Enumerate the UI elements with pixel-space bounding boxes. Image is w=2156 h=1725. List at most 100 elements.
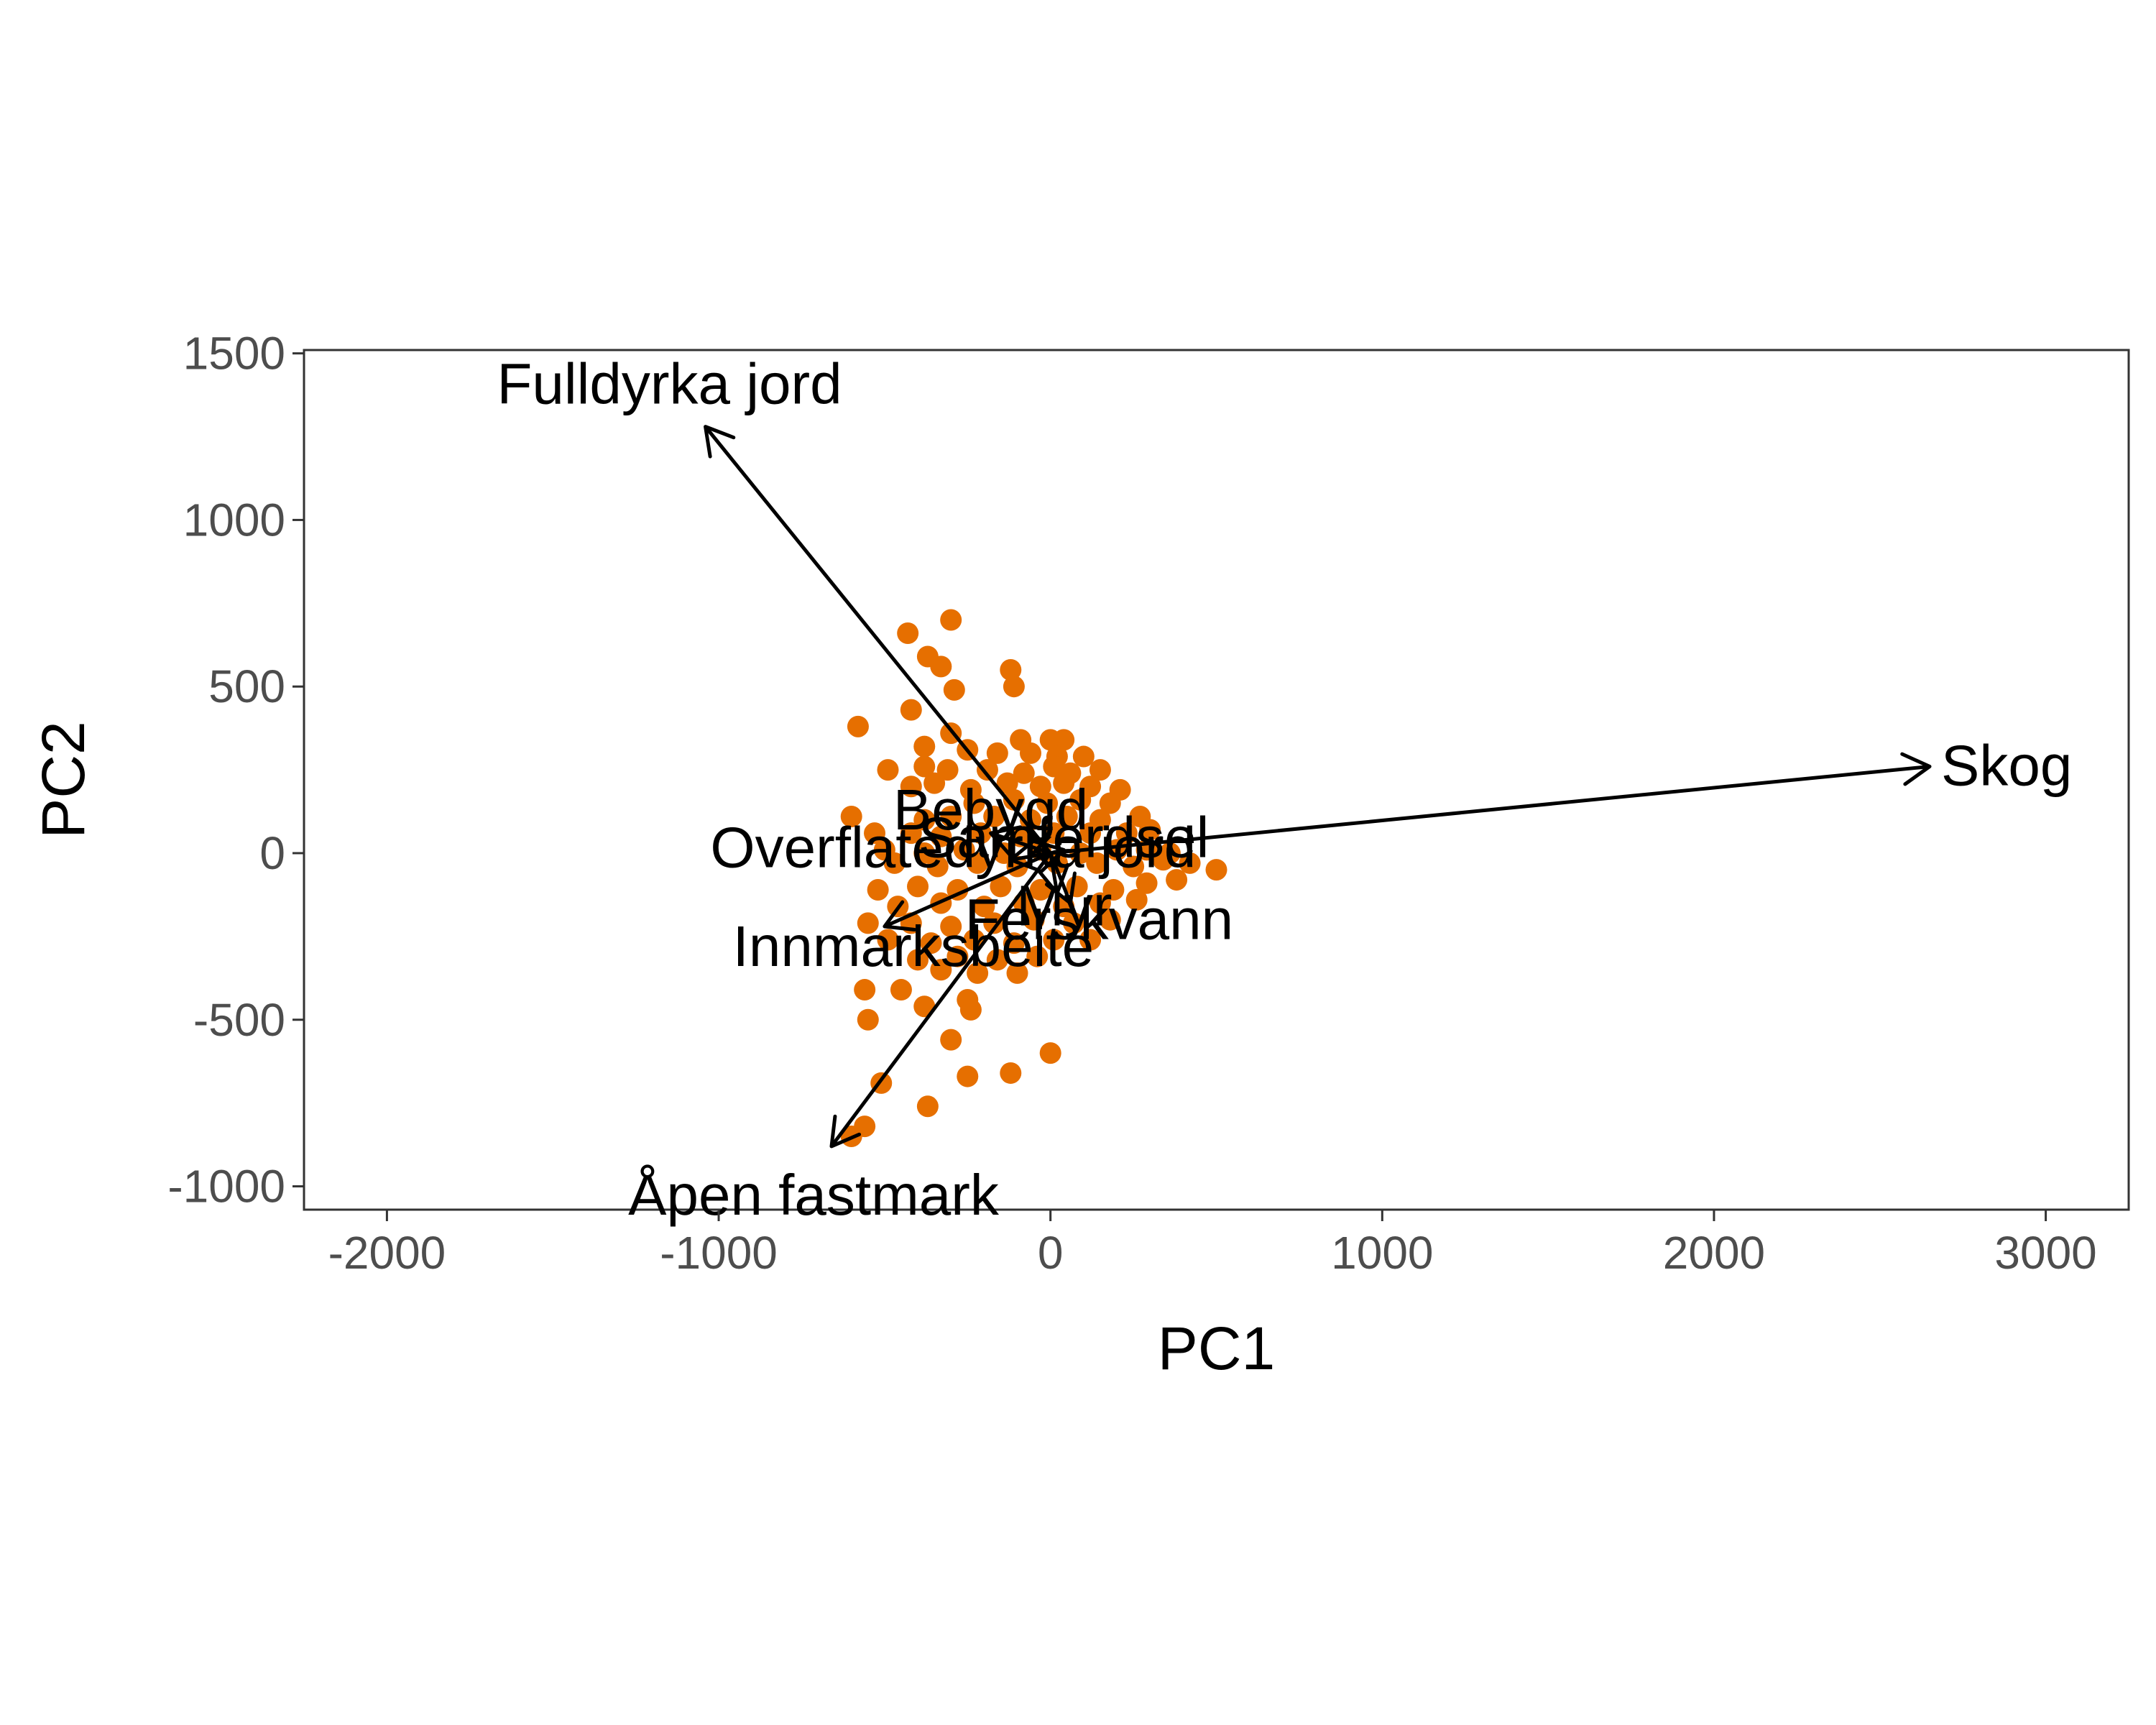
data-point xyxy=(969,822,992,845)
data-point xyxy=(953,839,975,861)
data-point xyxy=(940,915,962,937)
data-point xyxy=(1069,788,1092,811)
data-point xyxy=(1006,962,1028,984)
data-point xyxy=(1036,792,1059,814)
data-point xyxy=(913,735,936,758)
x-tick-label: -1000 xyxy=(660,1227,778,1279)
data-point xyxy=(900,776,922,798)
y-tick-label: 1500 xyxy=(183,328,285,380)
x-tick-label: 1000 xyxy=(1331,1227,1433,1279)
data-point xyxy=(890,979,912,1001)
data-point xyxy=(1000,1062,1022,1084)
data-point xyxy=(1179,852,1201,874)
y-axis-title: PC2 xyxy=(29,721,97,838)
data-point xyxy=(897,622,919,645)
data-point xyxy=(854,979,876,1001)
loading-label: Ferskvann xyxy=(965,888,1233,952)
data-point xyxy=(864,822,886,845)
loading-arrows-layer xyxy=(704,425,1932,1149)
y-tick-label: 500 xyxy=(208,661,285,712)
data-point xyxy=(907,875,929,898)
loading-label: Samferdsel xyxy=(918,805,1210,869)
data-point xyxy=(1152,849,1174,871)
loading-arrow xyxy=(883,851,1051,932)
data-point xyxy=(990,875,1012,898)
data-point xyxy=(1003,676,1025,698)
data-point xyxy=(983,805,1005,827)
data-point xyxy=(996,772,1018,794)
loading-label: Åpen fastmark xyxy=(628,1163,1000,1227)
x-axis: -2000 -1000 0 1000 2000 3000 xyxy=(328,1210,2097,1279)
data-point xyxy=(1135,872,1158,894)
data-point xyxy=(1019,809,1041,831)
loading-arrow xyxy=(1036,852,1070,896)
loading-label: Fulldyrka jord xyxy=(497,352,842,416)
y-tick-label: -500 xyxy=(193,994,285,1046)
data-point xyxy=(900,822,922,845)
y-tick-label: 0 xyxy=(259,827,285,879)
data-point xyxy=(1166,869,1188,891)
data-point xyxy=(983,912,1005,934)
loading-label: Myr xyxy=(1016,874,1112,938)
data-point xyxy=(1062,912,1084,934)
data-point xyxy=(1019,742,1041,764)
data-point xyxy=(913,809,936,831)
data-point xyxy=(1072,745,1095,768)
data-point xyxy=(913,755,936,778)
data-point xyxy=(1053,729,1075,751)
loading-arrow xyxy=(829,852,1052,1149)
data-point xyxy=(877,759,899,781)
loading-arrow xyxy=(1050,752,1932,855)
data-point xyxy=(959,998,982,1021)
data-point xyxy=(840,805,862,827)
data-point xyxy=(900,699,922,721)
loading-label: Skog xyxy=(1941,733,2072,797)
data-point xyxy=(867,878,889,901)
data-point xyxy=(1056,805,1078,827)
data-point xyxy=(963,792,985,814)
data-point xyxy=(1099,792,1121,814)
data-point xyxy=(1115,822,1138,845)
data-point xyxy=(973,896,995,918)
data-point xyxy=(1139,819,1161,841)
loading-arrow xyxy=(1033,840,1066,873)
data-point xyxy=(1043,822,1065,845)
loading-label: Bebygd xyxy=(893,778,1088,842)
x-tick-label: 2000 xyxy=(1663,1227,1765,1279)
data-point xyxy=(923,772,946,794)
data-point xyxy=(1123,855,1145,878)
data-point xyxy=(857,1008,879,1031)
data-point xyxy=(1003,932,1025,954)
data-point xyxy=(1125,888,1148,911)
data-point xyxy=(907,949,929,971)
data-point xyxy=(940,805,962,827)
data-point xyxy=(1086,852,1108,874)
data-point xyxy=(936,759,959,781)
data-point xyxy=(926,855,949,878)
data-point xyxy=(857,912,879,934)
data-point xyxy=(1205,859,1227,881)
data-point xyxy=(986,949,1008,971)
data-point xyxy=(877,929,899,951)
data-point xyxy=(1000,659,1022,681)
data-point xyxy=(1013,762,1035,784)
loading-label: Overflatedyrka jord xyxy=(710,815,1196,879)
data-point xyxy=(943,678,965,701)
data-point xyxy=(940,1029,962,1051)
data-point xyxy=(913,842,936,864)
data-point xyxy=(1053,772,1075,794)
y-tick-label: -1000 xyxy=(167,1161,285,1213)
data-point xyxy=(1043,755,1065,778)
data-point xyxy=(1039,1042,1061,1064)
data-point xyxy=(1079,929,1102,951)
loading-label: Innmarksbeite xyxy=(733,914,1094,978)
data-point xyxy=(957,1065,979,1087)
data-point xyxy=(1099,908,1121,931)
plot-panel xyxy=(303,349,2130,1211)
data-point xyxy=(1089,759,1111,781)
data-point xyxy=(1003,788,1025,811)
loading-arrow xyxy=(704,425,1052,855)
data-point xyxy=(940,609,962,631)
data-point xyxy=(1026,945,1049,967)
